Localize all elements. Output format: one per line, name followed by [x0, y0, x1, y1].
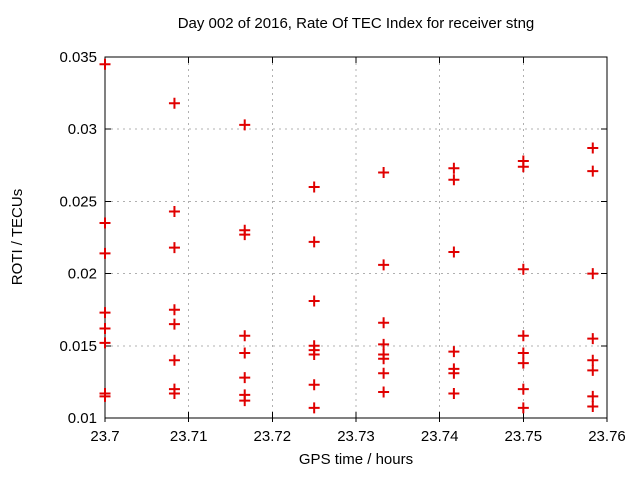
- data-point-marker: [239, 330, 251, 342]
- data-point-marker: [308, 402, 320, 414]
- data-point-marker: [378, 386, 390, 398]
- data-point-marker: [168, 304, 180, 316]
- data-point-marker: [99, 217, 111, 229]
- axis-tick-labels: 23.7 23.71 23.72 23.73 23.74 23.75 23.76 0.01 0.…: [59, 49, 625, 445]
- data-point-marker: [308, 295, 320, 307]
- data-point-marker: [448, 387, 460, 399]
- x-tick-label: 23.72: [254, 428, 292, 445]
- data-point-marker: [448, 174, 460, 186]
- data-point-marker: [517, 161, 529, 173]
- y-tick-label: 0.035: [59, 49, 97, 66]
- data-point-marker: [239, 119, 251, 131]
- y-tick-label: 0.025: [59, 193, 97, 210]
- data-point-marker: [587, 142, 599, 154]
- data-point-marker: [378, 353, 390, 365]
- data-point-marker: [517, 383, 529, 395]
- data-point-marker: [308, 236, 320, 248]
- data-point-marker: [378, 167, 390, 179]
- x-axis-label: GPS time / hours: [299, 451, 413, 468]
- data-point-marker: [308, 181, 320, 193]
- data-point-marker: [448, 162, 460, 174]
- y-tick-label: 0.02: [68, 266, 97, 283]
- data-point-marker: [448, 346, 460, 358]
- y-axis-label: ROTI / TECUs: [9, 189, 26, 285]
- data-point-marker: [587, 390, 599, 402]
- grid-lines: [105, 57, 607, 418]
- data-point-marker: [587, 364, 599, 376]
- data-point-marker: [378, 259, 390, 271]
- data-point-marker: [99, 58, 111, 70]
- data-point-marker: [168, 387, 180, 399]
- data-point-marker: [517, 402, 529, 414]
- data-point-marker: [587, 268, 599, 280]
- data-point-marker: [308, 379, 320, 391]
- data-point-marker: [587, 165, 599, 177]
- data-point-marker: [239, 395, 251, 407]
- data-point-marker: [168, 354, 180, 366]
- data-point-marker: [99, 247, 111, 259]
- y-tick-label: 0.03: [68, 121, 97, 138]
- data-point-marker: [99, 307, 111, 319]
- data-point-marker: [517, 357, 529, 369]
- data-point-marker: [168, 242, 180, 254]
- data-point-marker: [168, 97, 180, 109]
- data-point-marker: [378, 338, 390, 350]
- x-tick-label: 23.76: [588, 428, 626, 445]
- data-point-marker: [99, 322, 111, 334]
- data-point-marker: [448, 367, 460, 379]
- x-tick-label: 23.7: [90, 428, 119, 445]
- axis-ticks: [104, 56, 608, 422]
- x-tick-label: 23.75: [505, 428, 543, 445]
- data-points: [99, 58, 599, 414]
- data-point-marker: [448, 246, 460, 258]
- data-point-marker: [99, 337, 111, 349]
- x-tick-label: 23.73: [337, 428, 375, 445]
- data-point-marker: [308, 348, 320, 360]
- data-point-marker: [239, 229, 251, 241]
- y-tick-label: 0.015: [59, 338, 97, 355]
- data-point-marker: [517, 347, 529, 359]
- data-point-marker: [587, 354, 599, 366]
- data-point-marker: [378, 367, 390, 379]
- data-point-marker: [239, 347, 251, 359]
- data-point-marker: [378, 317, 390, 329]
- y-tick-label: 0.01: [68, 410, 97, 427]
- data-point-marker: [587, 400, 599, 412]
- data-point-marker: [168, 206, 180, 218]
- data-point-marker: [517, 263, 529, 275]
- data-point-marker: [239, 372, 251, 384]
- x-tick-label: 23.74: [421, 428, 459, 445]
- data-point-marker: [587, 333, 599, 345]
- data-point-marker: [168, 318, 180, 330]
- data-point-marker: [517, 330, 529, 342]
- data-point-marker: [99, 390, 111, 402]
- chart-title: Day 002 of 2016, Rate Of TEC Index for r…: [178, 15, 535, 32]
- x-tick-label: 23.71: [170, 428, 208, 445]
